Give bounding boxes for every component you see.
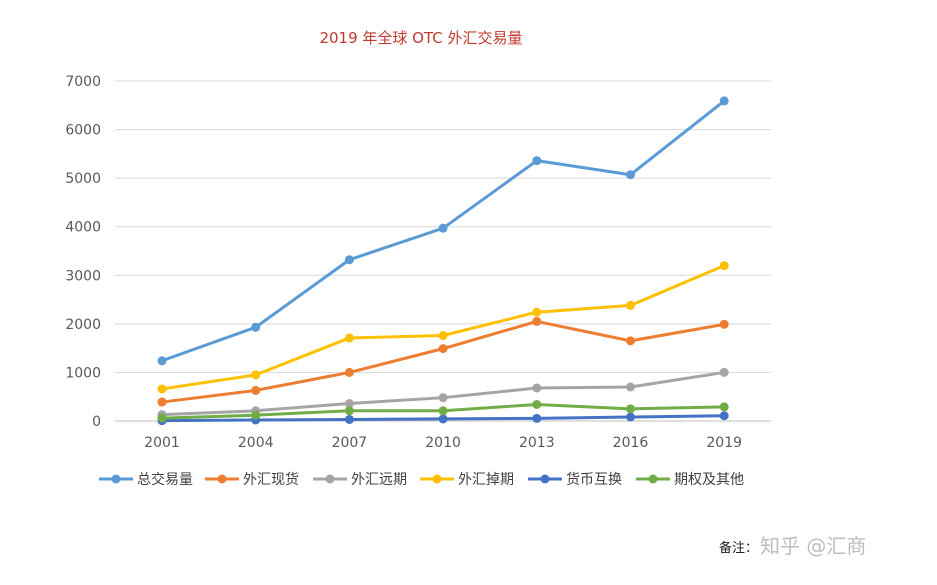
legend-label: 外汇远期 bbox=[351, 472, 407, 488]
legend-swatch-marker bbox=[111, 474, 121, 484]
legend-item: 外汇远期 bbox=[313, 472, 407, 488]
data-point bbox=[251, 322, 261, 332]
y-tick-label: 1000 bbox=[65, 365, 101, 381]
data-point bbox=[719, 261, 729, 271]
chart-title: 2019 年全球 OTC 外汇交易量 bbox=[319, 29, 522, 47]
y-tick-label: 2000 bbox=[65, 317, 101, 333]
legend-swatch-marker bbox=[325, 474, 335, 484]
data-point bbox=[626, 336, 635, 346]
x-tick-label: 2004 bbox=[238, 435, 274, 451]
data-point bbox=[157, 397, 167, 407]
data-point bbox=[344, 367, 354, 377]
series-6 bbox=[157, 399, 729, 423]
data-point bbox=[532, 307, 542, 317]
y-tick-label: 0 bbox=[92, 414, 101, 430]
data-point bbox=[251, 370, 261, 380]
data-point bbox=[251, 385, 261, 395]
y-tick-label: 4000 bbox=[65, 220, 101, 236]
legend-item: 总交易量 bbox=[99, 471, 193, 488]
data-point bbox=[344, 414, 354, 424]
x-axis: 2001 2004 2007 2010 2013 2016 2019 bbox=[144, 435, 742, 451]
data-point bbox=[157, 356, 167, 366]
data-point bbox=[344, 399, 354, 409]
watermark: 知乎 @汇商 bbox=[760, 534, 866, 558]
data-point bbox=[532, 316, 542, 326]
legend-item: 期权及其他 bbox=[636, 472, 744, 488]
data-point bbox=[626, 412, 635, 422]
data-point bbox=[626, 300, 635, 310]
legend-swatch-marker bbox=[540, 474, 550, 484]
legend-label: 期权及其他 bbox=[674, 472, 744, 488]
data-point bbox=[157, 384, 167, 394]
y-tick-label: 3000 bbox=[65, 268, 101, 284]
x-tick-label: 2013 bbox=[519, 435, 555, 451]
data-point bbox=[344, 406, 354, 416]
data-point bbox=[532, 156, 542, 166]
note-label: 备注： bbox=[719, 540, 758, 556]
data-point bbox=[438, 344, 448, 354]
grid-lines bbox=[115, 80, 771, 422]
y-axis: 0 1000 2000 3000 4000 5000 6000 7000 bbox=[65, 74, 101, 430]
data-point bbox=[344, 255, 354, 265]
y-tick-label: 5000 bbox=[65, 171, 101, 187]
data-point bbox=[626, 170, 635, 180]
x-tick-label: 2016 bbox=[613, 435, 649, 451]
data-point bbox=[251, 410, 261, 420]
data-point bbox=[719, 411, 729, 421]
legend: 总交易量 外汇现货 外汇远期 外汇掉期 货币互换 期权及其他 bbox=[99, 471, 744, 488]
x-tick-label: 2001 bbox=[144, 435, 180, 451]
legend-label: 外汇现货 bbox=[243, 471, 299, 488]
legend-label: 货币互换 bbox=[566, 471, 622, 488]
data-point bbox=[626, 404, 635, 414]
legend-item: 货币互换 bbox=[528, 471, 622, 488]
x-tick-label: 2007 bbox=[332, 435, 368, 451]
data-point bbox=[719, 96, 729, 106]
series-4 bbox=[157, 261, 729, 394]
data-point bbox=[532, 399, 542, 409]
legend-swatch-marker bbox=[432, 474, 442, 484]
data-point bbox=[438, 223, 448, 233]
data-point bbox=[344, 333, 354, 343]
series-line bbox=[160, 264, 726, 391]
data-point bbox=[438, 331, 448, 341]
legend-item: 外汇掉期 bbox=[420, 472, 514, 488]
data-point bbox=[532, 413, 542, 423]
data-point bbox=[438, 414, 448, 424]
data-point bbox=[719, 402, 729, 412]
x-tick-label: 2010 bbox=[425, 435, 461, 451]
data-point bbox=[157, 413, 167, 423]
data-point bbox=[719, 367, 729, 377]
data-point bbox=[438, 393, 448, 403]
legend-swatch-marker bbox=[648, 474, 658, 484]
series-1 bbox=[157, 96, 729, 366]
data-point bbox=[532, 383, 542, 393]
y-tick-label: 6000 bbox=[65, 123, 101, 139]
data-point bbox=[719, 319, 729, 329]
plot-area bbox=[157, 96, 729, 426]
data-point bbox=[438, 406, 448, 416]
y-tick-label: 7000 bbox=[65, 74, 101, 90]
data-point bbox=[626, 382, 635, 392]
legend-label: 外汇掉期 bbox=[458, 472, 514, 488]
x-tick-label: 2019 bbox=[706, 435, 742, 451]
legend-swatch-marker bbox=[217, 474, 227, 484]
series-2 bbox=[157, 316, 729, 407]
legend-label: 总交易量 bbox=[137, 471, 193, 488]
legend-item: 外汇现货 bbox=[205, 471, 299, 488]
